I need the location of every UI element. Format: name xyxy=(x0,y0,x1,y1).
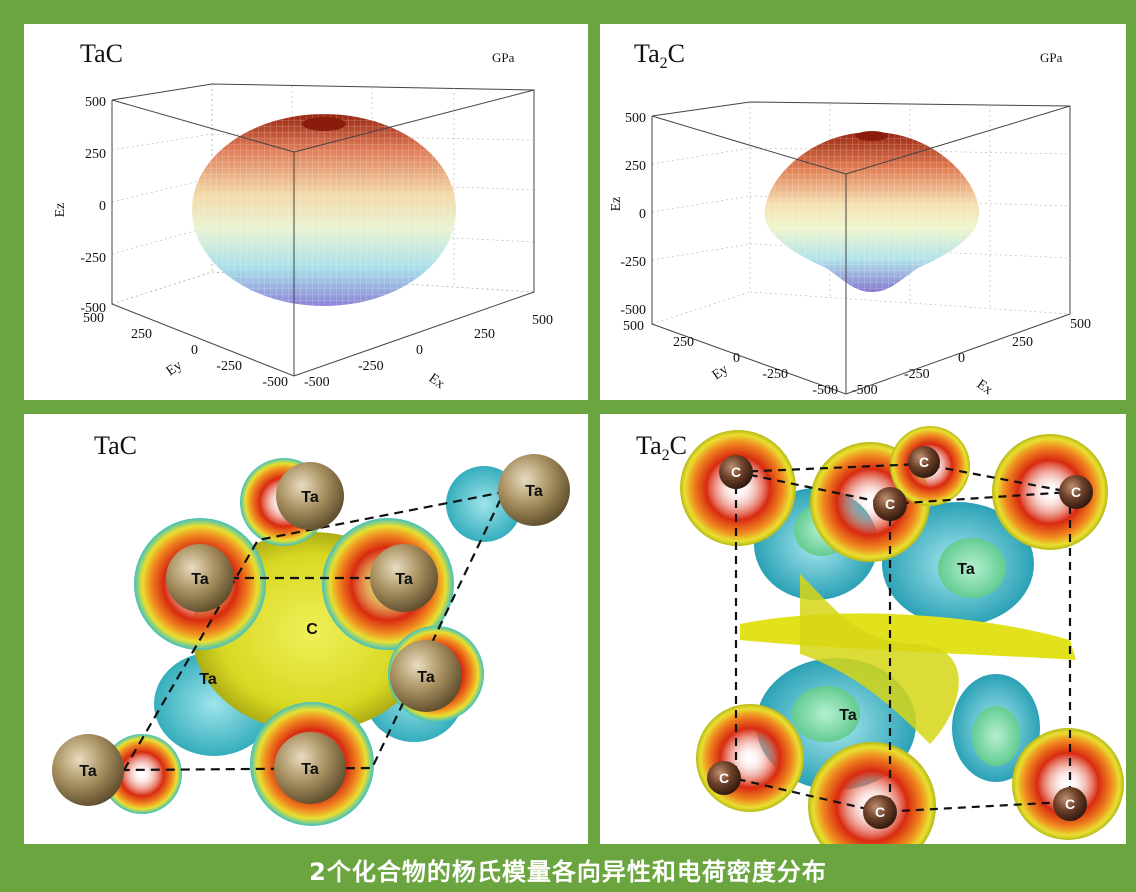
x-tick: -250 xyxy=(904,367,930,382)
x-tick: -500 xyxy=(304,375,330,390)
z-tick: -500 xyxy=(80,301,106,316)
c-atom: C xyxy=(908,446,940,478)
c-atom-label: C xyxy=(306,621,318,638)
z-tick: 0 xyxy=(99,199,106,214)
svg-text:Ta: Ta xyxy=(525,483,543,500)
ta-atom-label: Ta xyxy=(839,707,857,724)
z-tick: 250 xyxy=(625,159,646,174)
x-tick: 250 xyxy=(1012,335,1033,350)
z-tick: 0 xyxy=(639,207,646,222)
svg-text:Ta: Ta xyxy=(417,669,435,686)
unit-label: GPa xyxy=(492,50,515,65)
z-tick: 500 xyxy=(85,95,106,110)
ta-atom-label: Ta xyxy=(957,561,975,578)
z-tick: -500 xyxy=(620,303,646,318)
tac-young-modulus-panel: TaC GPa 500 250 0 -250 -500 Ez 500 250 0… xyxy=(24,24,588,400)
ta-atom: Ta xyxy=(390,640,462,712)
x-tick: -250 xyxy=(358,359,384,374)
x-tick: 0 xyxy=(416,343,423,358)
y-tick: -500 xyxy=(262,375,288,390)
c-atom: C xyxy=(719,455,753,489)
panel-title: TaC xyxy=(94,431,137,460)
y-tick: -250 xyxy=(762,367,788,382)
ta-atom: Ta xyxy=(274,732,346,804)
tac-young-modulus-plot: TaC GPa 500 250 0 -250 -500 Ez 500 250 0… xyxy=(53,39,553,392)
c-atom: C xyxy=(863,795,897,829)
ta2c-charge-density-diagram: C C C C C C C xyxy=(636,426,1124,844)
y-tick: 0 xyxy=(191,343,198,358)
ta-atom: Ta xyxy=(166,544,234,612)
svg-text:Ta: Ta xyxy=(301,489,319,506)
y-axis-label: Ey xyxy=(164,358,185,379)
tac-charge-density-panel: Ta Ta Ta Ta Ta Ta xyxy=(24,414,588,844)
c-atom: C xyxy=(1053,787,1087,821)
x-tick: -500 xyxy=(852,383,878,398)
figure-caption: 2个化合物的杨氏模量各向异性和电荷密度分布 xyxy=(309,858,827,886)
z-axis-label: Ez xyxy=(53,203,68,218)
panel-title: Ta2C xyxy=(636,431,687,464)
svg-text:C: C xyxy=(875,804,885,820)
svg-text:C: C xyxy=(885,496,895,512)
z-tick: 500 xyxy=(625,111,646,126)
x-axis-label: Ex xyxy=(974,377,995,398)
svg-text:C: C xyxy=(731,464,741,480)
ta2c-charge-density-panel: C C C C C C C xyxy=(600,414,1126,844)
z-tick: 250 xyxy=(85,147,106,162)
plot-title: Ta2C xyxy=(634,39,685,72)
svg-text:Ta: Ta xyxy=(395,571,413,588)
svg-text:C: C xyxy=(919,454,929,470)
svg-text:C: C xyxy=(1065,796,1075,812)
ta-atom: Ta xyxy=(498,454,570,526)
ta2c-young-modulus-plot: Ta2C GPa 500 250 0 -250 -500 Ez 500 250 … xyxy=(609,39,1091,398)
ta-atom: Ta xyxy=(52,734,124,806)
x-tick: 0 xyxy=(958,351,965,366)
ta-atom-label: Ta xyxy=(199,671,217,688)
x-tick: 500 xyxy=(532,313,553,328)
green-isosurface xyxy=(938,538,1006,598)
svg-text:Ta: Ta xyxy=(191,571,209,588)
unit-label: GPa xyxy=(1040,50,1063,65)
svg-text:C: C xyxy=(1071,484,1081,500)
y-tick: -500 xyxy=(812,383,838,398)
ta-atom: Ta xyxy=(276,462,344,530)
z-tick: -250 xyxy=(80,251,106,266)
svg-text:Ta: Ta xyxy=(79,763,97,780)
z-axis-label: Ez xyxy=(609,197,624,212)
svg-text:C: C xyxy=(719,770,729,786)
y-tick: 250 xyxy=(131,327,152,342)
svg-text:Ta: Ta xyxy=(301,761,319,778)
ta-atom: Ta xyxy=(370,544,438,612)
x-tick: 500 xyxy=(1070,317,1091,332)
x-tick: 250 xyxy=(474,327,495,342)
tac-charge-density-diagram: Ta Ta Ta Ta Ta Ta xyxy=(52,431,570,826)
z-tick: -250 xyxy=(620,255,646,270)
y-tick: 500 xyxy=(623,319,644,334)
y-axis-label: Ey xyxy=(710,362,731,383)
y-tick: 250 xyxy=(673,335,694,350)
ta2c-young-modulus-panel: Ta2C GPa 500 250 0 -250 -500 Ez 500 250 … xyxy=(600,24,1126,400)
c-atom: C xyxy=(1059,475,1093,509)
plot-title: TaC xyxy=(80,39,123,68)
x-axis-label: Ex xyxy=(426,371,447,392)
y-tick: 500 xyxy=(83,311,104,326)
c-atom: C xyxy=(707,761,741,795)
c-atom: C xyxy=(873,487,907,521)
y-tick: 0 xyxy=(733,351,740,366)
y-tick: -250 xyxy=(216,359,242,374)
